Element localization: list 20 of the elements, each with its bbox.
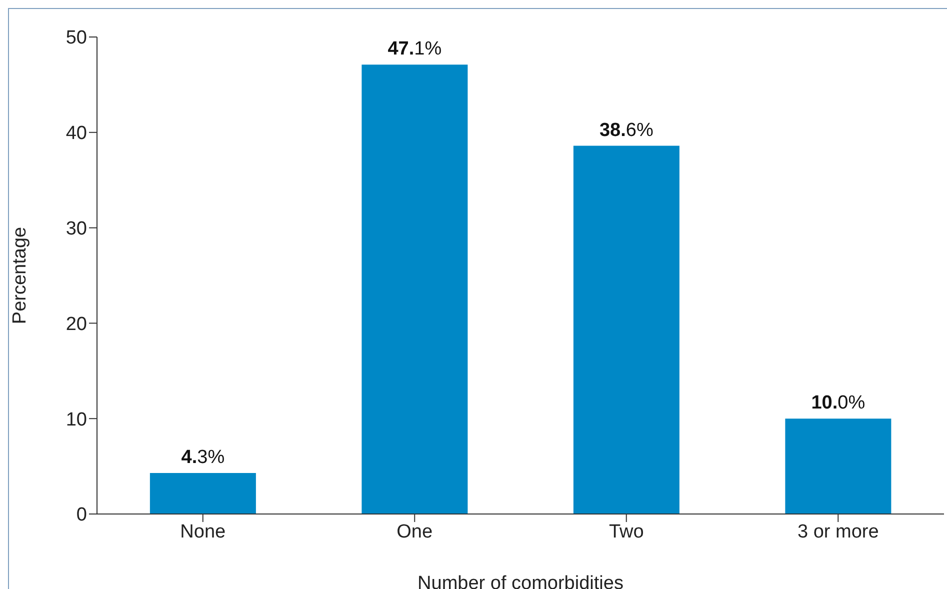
x-tick-label: Two bbox=[608, 521, 644, 542]
x-tick-label: 3 or more bbox=[797, 521, 879, 542]
data-label: 38.6% bbox=[599, 120, 654, 141]
x-axis-title: Number of comorbidities bbox=[418, 573, 624, 589]
y-tick-label: 30 bbox=[66, 218, 87, 240]
bar bbox=[785, 418, 892, 514]
y-tick-label: 0 bbox=[76, 504, 87, 526]
y-tick-label: 20 bbox=[66, 314, 87, 335]
bar bbox=[150, 472, 256, 514]
y-tick-label: 50 bbox=[66, 28, 87, 49]
bar bbox=[362, 64, 468, 514]
data-label: 47.1% bbox=[388, 38, 442, 60]
x-tick-label: One bbox=[396, 521, 433, 542]
data-label: 10.0% bbox=[811, 392, 866, 414]
y-tick-label: 10 bbox=[66, 409, 87, 430]
y-axis-title: Percentage bbox=[10, 226, 31, 324]
y-tick-label: 40 bbox=[66, 123, 87, 144]
data-label: 4.3% bbox=[181, 446, 225, 468]
x-tick-label: None bbox=[180, 521, 226, 542]
bar bbox=[573, 146, 680, 514]
